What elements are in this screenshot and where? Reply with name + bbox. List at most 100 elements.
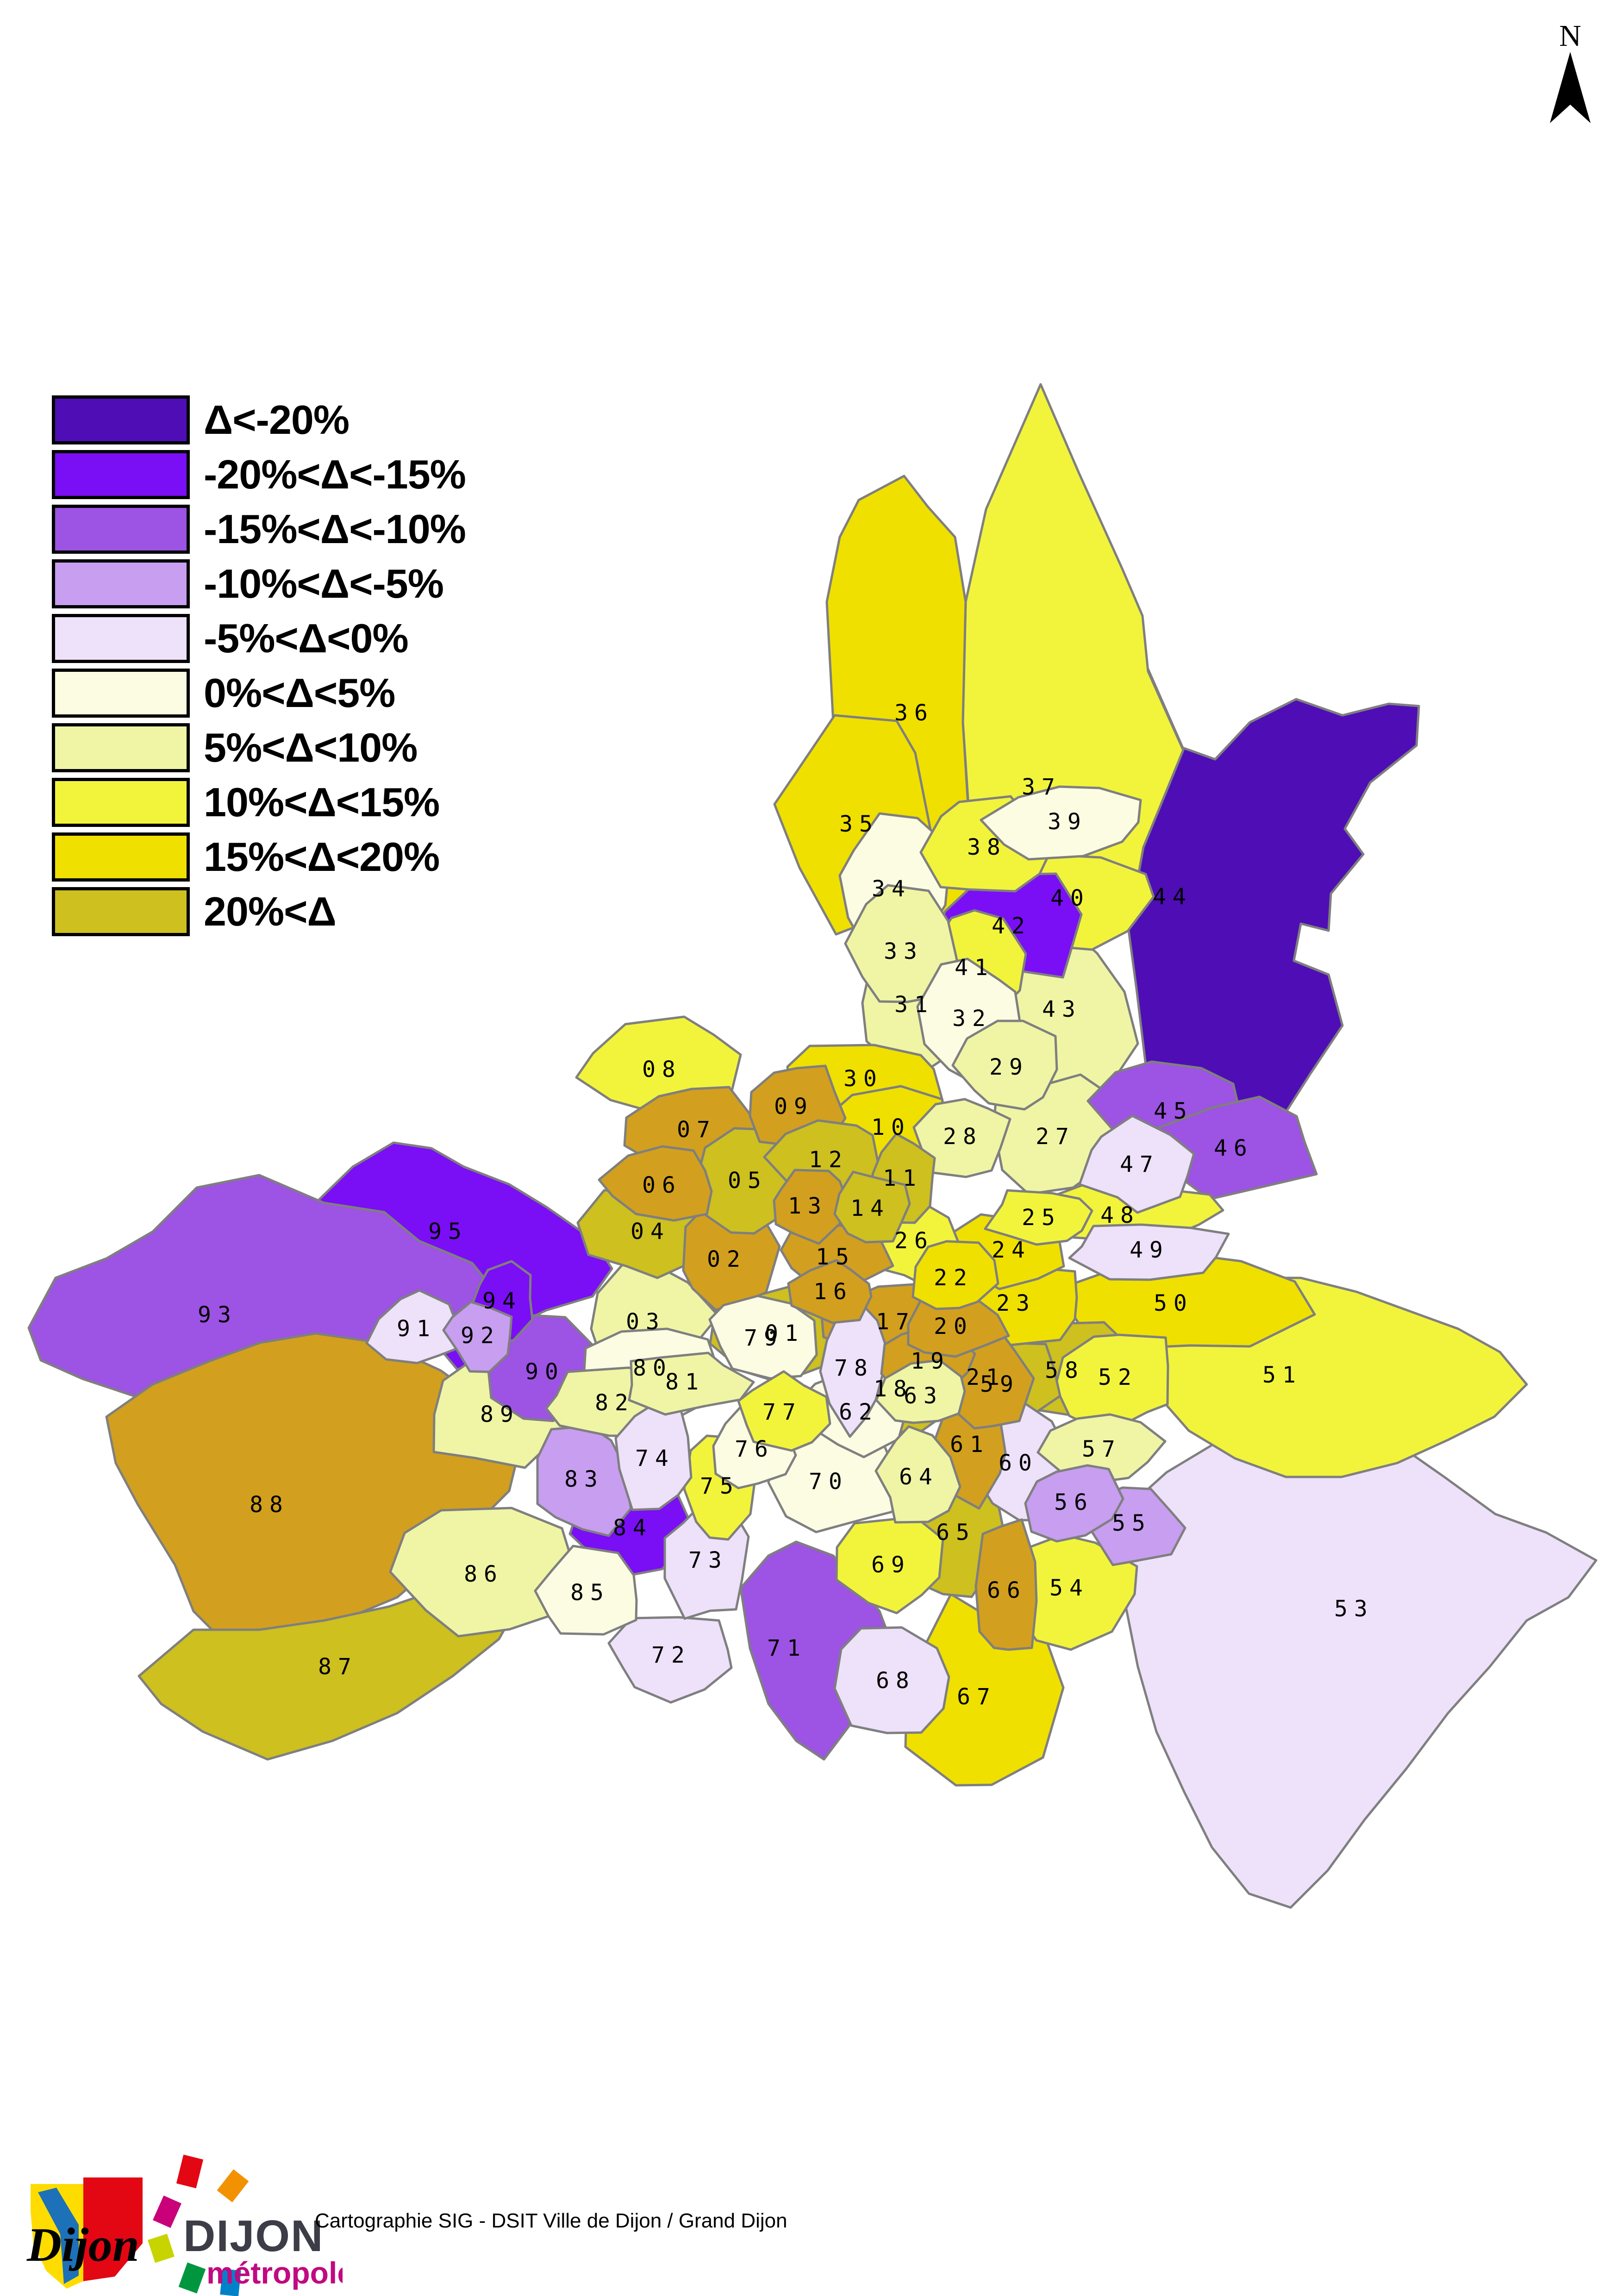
zone-number-label: 69	[871, 1552, 911, 1578]
legend-swatch	[52, 505, 190, 554]
map-zone-53	[1119, 1420, 1598, 1909]
map-zone-47	[1078, 1114, 1195, 1214]
zone-number-label: 47	[1120, 1151, 1160, 1177]
zone-number-label: 02	[707, 1246, 747, 1272]
zone-number-label: 41	[955, 955, 994, 981]
zone-number-label: 48	[1100, 1202, 1140, 1228]
shield-blue-shape	[38, 2188, 79, 2284]
zone-number-label: 81	[665, 1369, 705, 1395]
zone-number-label: 03	[626, 1309, 666, 1335]
map-zone-22	[911, 1240, 999, 1310]
zone-number-label: 59	[980, 1371, 1020, 1397]
zone-number-label: 74	[635, 1445, 675, 1471]
zone-number-label: 33	[884, 938, 924, 964]
north-label: N	[1559, 19, 1581, 53]
zone-number-label: 05	[728, 1168, 768, 1194]
zone-number-label: 08	[642, 1057, 682, 1082]
legend-swatch	[52, 669, 190, 718]
zone-number-label: 79	[744, 1325, 784, 1351]
zone-number-label: 62	[839, 1399, 879, 1425]
zone-number-label: 31	[894, 992, 934, 1018]
map-zone-68	[833, 1626, 950, 1734]
zone-number-label: 25	[1022, 1205, 1061, 1231]
legend-row: -20%<Δ<-15%	[52, 447, 466, 502]
legend-row: 10%<Δ<15%	[52, 775, 466, 830]
zone-number-label: 13	[788, 1193, 828, 1219]
legend-row: 20%<Δ	[52, 884, 466, 939]
zone-number-label: 58	[1045, 1358, 1085, 1383]
zone-number-label: 60	[999, 1450, 1038, 1476]
zone-number-label: 95	[428, 1219, 468, 1245]
zone-number-label: 16	[813, 1279, 853, 1305]
zone-number-label: 04	[630, 1219, 670, 1245]
dijon-city-logo: Dijon	[26, 2177, 143, 2289]
map-zone-63	[875, 1359, 966, 1424]
legend-label: 20%<Δ	[204, 888, 337, 934]
confetti-blue	[220, 2269, 241, 2296]
map-zone-92	[442, 1301, 513, 1373]
map-legend: Δ<-20% -20%<Δ<-15% -15%<Δ<-10% -10%<Δ<-5% -5…	[52, 393, 466, 939]
zone-number-label: 85	[570, 1580, 610, 1606]
zone-number-label: 12	[809, 1147, 849, 1173]
map-zone-14	[833, 1170, 911, 1244]
zone-number-label: 93	[198, 1302, 237, 1328]
map-zone-46	[1158, 1095, 1318, 1201]
zone-number-label: 75	[700, 1473, 740, 1499]
zone-number-label: 29	[989, 1054, 1029, 1080]
zone-number-label: 35	[839, 811, 879, 837]
zone-number-label: 19	[911, 1348, 950, 1374]
map-zone-81	[628, 1351, 755, 1416]
confetti-yellow-green	[148, 2233, 175, 2263]
dijon-logo-text: Dijon	[26, 2218, 139, 2271]
legend-row: -15%<Δ<-10%	[52, 502, 466, 557]
legend-row: 5%<Δ<10%	[52, 720, 466, 775]
zone-number-label: 20	[934, 1314, 974, 1339]
map-zone-85	[534, 1545, 638, 1636]
zone-number-label: 57	[1082, 1436, 1122, 1462]
zone-number-label: 15	[816, 1244, 855, 1270]
zone-number-label: 42	[992, 913, 1031, 939]
zone-number-label: 86	[464, 1561, 504, 1587]
map-zone-28	[912, 1098, 1011, 1178]
zone-number-label: 17	[876, 1309, 916, 1335]
legend-row: Δ<-20%	[52, 393, 466, 447]
legend-swatch	[52, 395, 190, 444]
map-zone-39	[980, 785, 1142, 861]
zone-number-label: 24	[992, 1237, 1031, 1263]
map-zone-79	[708, 1295, 818, 1380]
map-zone-29	[951, 1020, 1058, 1111]
legend-label: 0%<Δ<5%	[204, 670, 395, 716]
zone-number-label: 07	[677, 1117, 717, 1143]
zone-number-label: 32	[952, 1006, 992, 1032]
legend-swatch	[52, 450, 190, 499]
legend-swatch	[52, 887, 190, 936]
zone-number-label: 10	[871, 1114, 911, 1140]
zone-number-label: 83	[564, 1466, 604, 1492]
zone-number-label: 94	[482, 1288, 522, 1314]
map-zone-49	[1068, 1223, 1230, 1281]
zone-number-label: 87	[318, 1654, 358, 1680]
legend-label: Δ<-20%	[204, 397, 350, 443]
zone-number-label: 77	[762, 1399, 802, 1425]
legend-swatch	[52, 614, 190, 663]
zone-number-label: 73	[688, 1547, 728, 1573]
confetti-orange	[217, 2169, 249, 2202]
zone-number-label: 52	[1098, 1364, 1138, 1390]
zone-number-label: 45	[1154, 1098, 1193, 1124]
metropole-logo-line1: DIJON	[183, 2211, 324, 2261]
zone-number-label: 89	[480, 1401, 520, 1427]
zone-number-label: 14	[850, 1195, 890, 1221]
zone-number-label: 38	[967, 834, 1007, 860]
zone-number-label: 23	[996, 1290, 1036, 1316]
map-zone-16	[787, 1259, 873, 1324]
map-zone-13	[773, 1169, 853, 1245]
map-zone-66	[974, 1518, 1038, 1651]
zone-number-label: 84	[613, 1515, 653, 1541]
map-zone-56	[1024, 1464, 1124, 1543]
zone-number-label: 39	[1048, 809, 1087, 835]
zone-number-label: 37	[1022, 774, 1061, 800]
zone-number-label: 76	[735, 1436, 774, 1462]
zone-number-label: 06	[642, 1172, 682, 1198]
compass: N	[1538, 19, 1603, 130]
zone-number-label: 11	[883, 1165, 923, 1191]
